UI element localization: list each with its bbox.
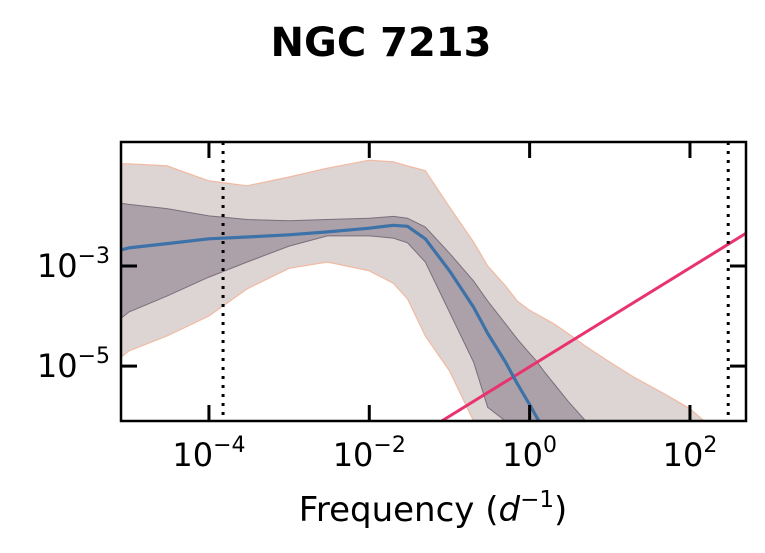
x-axis-label-text: Frequency ( [299, 490, 499, 530]
x-axis-label: Frequency (d−1) [299, 487, 567, 530]
y-tick-label-1: 10−5 [37, 344, 110, 385]
chart-title: NGC 7213 [271, 20, 492, 66]
plot-frame [119, 140, 748, 423]
x-tick-label-2: 100 [502, 433, 557, 474]
plot-area [121, 142, 746, 421]
tick-labels: 10−4 10−2 100 102 10−3 10−5 [37, 244, 717, 474]
y-tick-label-0: 10−3 [37, 244, 110, 285]
x-axis-label-exp: −1 [520, 487, 554, 513]
x-tick-label-0: 10−4 [172, 433, 245, 474]
x-tick-label-3: 102 [663, 433, 718, 474]
band-68-area [121, 202, 587, 421]
x-axis-label-var: d [498, 490, 520, 530]
x-axis-label-close: ) [554, 490, 567, 530]
axis-ticks [121, 142, 746, 421]
band-95-area [121, 159, 706, 421]
noise-level-line [440, 232, 746, 421]
x-tick-label-1: 10−2 [333, 433, 406, 474]
median-psd-line [121, 223, 541, 421]
